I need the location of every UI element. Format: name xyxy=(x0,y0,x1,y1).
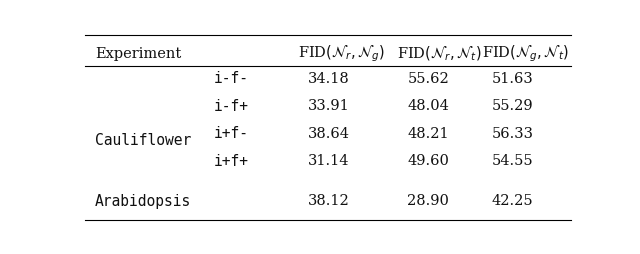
Text: i+f-: i+f- xyxy=(214,126,249,141)
Text: 38.12: 38.12 xyxy=(308,194,350,208)
Text: 33.91: 33.91 xyxy=(308,99,350,113)
Text: 48.04: 48.04 xyxy=(408,99,449,113)
Text: 49.60: 49.60 xyxy=(408,154,449,168)
Text: 56.33: 56.33 xyxy=(492,126,534,140)
Text: 38.64: 38.64 xyxy=(308,126,350,140)
Text: 51.63: 51.63 xyxy=(492,71,533,85)
Text: 55.62: 55.62 xyxy=(408,71,449,85)
Text: FID$(\mathcal{N}_r, \mathcal{N}_g)$: FID$(\mathcal{N}_r, \mathcal{N}_g)$ xyxy=(298,44,385,64)
Text: 54.55: 54.55 xyxy=(492,154,533,168)
Text: Experiment: Experiment xyxy=(95,47,181,61)
Text: 55.29: 55.29 xyxy=(492,99,533,113)
Text: 42.25: 42.25 xyxy=(492,194,533,208)
Text: 31.14: 31.14 xyxy=(308,154,349,168)
Text: 48.21: 48.21 xyxy=(408,126,449,140)
Text: Arabidopsis: Arabidopsis xyxy=(95,193,191,208)
Text: 34.18: 34.18 xyxy=(308,71,350,85)
Text: 28.90: 28.90 xyxy=(408,194,449,208)
Text: FID$(\mathcal{N}_g, \mathcal{N}_t)$: FID$(\mathcal{N}_g, \mathcal{N}_t)$ xyxy=(482,44,569,64)
Text: i-f+: i-f+ xyxy=(214,98,249,113)
Text: i-f-: i-f- xyxy=(214,71,249,86)
Text: Cauliflower: Cauliflower xyxy=(95,133,191,148)
Text: i+f+: i+f+ xyxy=(214,153,249,168)
Text: FID$(\mathcal{N}_r, \mathcal{N}_t)$: FID$(\mathcal{N}_r, \mathcal{N}_t)$ xyxy=(397,45,482,63)
